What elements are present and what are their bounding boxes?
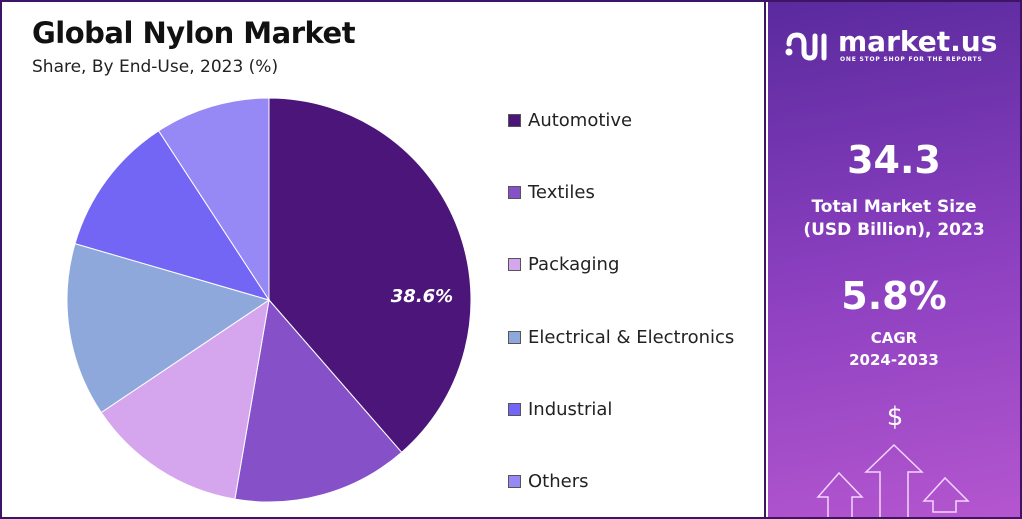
market-size-unit: (USD Billion), 2023	[803, 220, 985, 240]
pie-slice-electrical-electronics	[66, 243, 271, 414]
stats-panel: market.us ONE STOP SHOP FOR THE REPORTS …	[768, 2, 1020, 517]
pie-chart: 38.6%	[66, 97, 472, 503]
legend-label: Industrial	[528, 398, 613, 420]
brand-name: market.us	[838, 25, 998, 58]
pie-slice-industrial	[74, 130, 271, 301]
legend-label: Textiles	[528, 182, 595, 204]
legend-item: Textiles	[508, 182, 595, 203]
data-label-automotive: 38.6%	[391, 286, 453, 307]
market-size-label: Total Market Size	[811, 197, 977, 217]
pie-slice-automotive	[268, 97, 472, 454]
market-size-value: 34.3	[847, 138, 941, 182]
legend-item: Electrical & Electronics	[508, 327, 734, 348]
logo-icon	[785, 31, 827, 61]
legend-label: Others	[528, 471, 589, 492]
chart-subtitle: Share, By End-Use, 2023 (%)	[32, 57, 279, 77]
legend-item: Others	[508, 471, 589, 492]
legend-label: Packaging	[528, 254, 620, 276]
pie-slice-others	[157, 97, 270, 302]
cagr-value: 5.8%	[841, 274, 947, 318]
legend-item: Automotive	[508, 110, 632, 131]
legend-label: Automotive	[528, 110, 633, 131]
legend-swatch	[508, 186, 521, 200]
legend-swatch	[508, 475, 521, 488]
legend-swatch	[508, 114, 521, 127]
pie-slice-packaging	[100, 298, 270, 500]
chart-title: Global Nylon Market	[32, 16, 356, 50]
legend-item: Industrial	[508, 399, 612, 420]
growth-arrows-icon	[816, 443, 970, 517]
cagr-label: CAGR	[870, 329, 918, 347]
brand-tagline: ONE STOP SHOP FOR THE REPORTS	[840, 56, 983, 63]
legend-swatch	[508, 402, 521, 416]
cagr-period: 2024-2033	[849, 351, 939, 369]
brand-logo: market.us ONE STOP SHOP FOR THE REPORTS	[784, 28, 997, 63]
dollar-icon: $	[886, 402, 904, 432]
pie-slice-textiles	[234, 298, 403, 503]
chart-panel: Global Nylon Market Share, By End-Use, 2…	[2, 2, 766, 517]
legend-item: Packaging	[508, 254, 619, 275]
legend-label: Electrical & Electronics	[528, 326, 735, 348]
legend-swatch	[508, 258, 521, 272]
legend-swatch	[508, 330, 521, 344]
